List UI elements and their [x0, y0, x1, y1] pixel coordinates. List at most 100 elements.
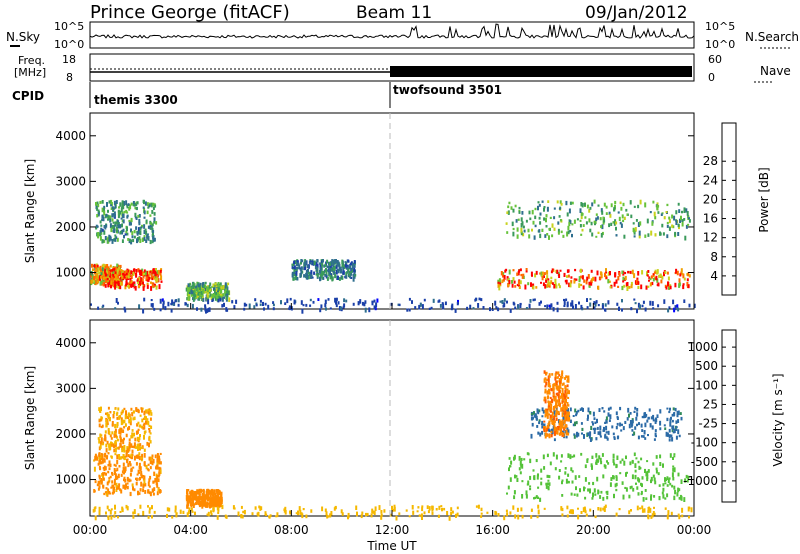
data-cell	[672, 477, 675, 481]
data-cell	[548, 304, 551, 307]
data-cell	[326, 514, 329, 519]
data-cell	[566, 231, 569, 237]
data-cell	[240, 505, 243, 509]
data-cell	[651, 513, 654, 518]
data-cell	[339, 266, 342, 271]
data-cell	[590, 463, 593, 468]
data-cell	[192, 297, 195, 302]
data-cell	[551, 234, 554, 238]
data-cell	[99, 220, 102, 224]
data-cell	[668, 219, 671, 224]
data-cell	[590, 282, 593, 286]
data-cell	[142, 199, 145, 203]
data-cell	[116, 221, 119, 227]
data-cell	[658, 496, 661, 501]
data-cell	[343, 266, 346, 270]
data-cell	[147, 515, 150, 519]
data-cell	[518, 456, 521, 461]
data-cell	[574, 475, 577, 480]
data-cell	[591, 497, 594, 500]
data-cell	[115, 200, 118, 204]
data-cell	[138, 236, 141, 240]
data-cell	[219, 297, 222, 302]
data-cell	[641, 509, 644, 513]
data-cell	[121, 206, 124, 209]
data-cell	[608, 280, 611, 283]
data-cell	[123, 306, 126, 311]
data-cell	[674, 489, 677, 495]
data-cell	[623, 460, 626, 466]
data-cell	[558, 423, 561, 426]
data-cell	[97, 235, 100, 239]
data-cell	[259, 303, 262, 306]
data-cell	[529, 485, 532, 488]
data-cell	[519, 471, 522, 475]
data-cell	[653, 506, 655, 509]
data-cell	[116, 263, 119, 268]
data-cell	[672, 225, 675, 229]
data-cell	[131, 429, 134, 432]
data-cell	[130, 280, 133, 284]
data-cell	[145, 239, 148, 243]
data-cell	[631, 429, 634, 432]
data-cell	[567, 230, 570, 235]
data-cell	[212, 492, 215, 498]
data-cell	[622, 219, 625, 223]
data-cell	[503, 515, 506, 521]
data-cell	[123, 274, 126, 278]
data-cell	[557, 393, 560, 399]
data-cell	[602, 507, 605, 511]
data-cell	[306, 265, 309, 269]
data-cell	[119, 510, 122, 513]
data-cell	[289, 511, 291, 514]
data-cell	[555, 409, 558, 414]
data-cell	[555, 417, 558, 421]
data-cell	[616, 302, 619, 306]
data-cell	[551, 282, 554, 285]
data-cell	[215, 292, 217, 295]
data-cell	[96, 214, 99, 218]
data-cell	[622, 276, 625, 281]
data-cell	[561, 412, 564, 417]
data-cell	[293, 271, 296, 275]
data-cell	[633, 410, 636, 413]
data-cell	[503, 275, 506, 280]
data-cell	[657, 211, 660, 214]
data-cell	[120, 473, 123, 477]
data-cell	[677, 419, 680, 423]
data-cell	[531, 209, 534, 215]
data-cell	[328, 266, 331, 272]
data-cell	[647, 510, 650, 514]
data-cell	[687, 475, 690, 480]
data-cell	[107, 515, 110, 521]
data-cell	[137, 230, 140, 235]
data-cell	[594, 421, 597, 424]
data-cell	[541, 271, 544, 277]
data-cell	[338, 267, 341, 271]
data-cell	[643, 508, 646, 513]
data-cell	[529, 475, 532, 480]
data-cell	[666, 221, 669, 225]
data-cell	[543, 275, 545, 278]
data-cell	[563, 426, 566, 431]
data-cell	[535, 415, 538, 421]
data-cell	[541, 276, 544, 281]
data-cell	[613, 493, 615, 499]
data-cell	[575, 421, 578, 425]
data-cell	[109, 276, 112, 280]
data-cell	[595, 217, 598, 222]
data-cell	[148, 204, 151, 207]
data-cell	[653, 277, 656, 280]
data-cell	[442, 306, 445, 310]
data-cell	[557, 221, 560, 225]
data-cell	[138, 452, 141, 456]
data-cell	[559, 200, 562, 204]
data-cell	[154, 478, 157, 483]
data-cell	[109, 442, 112, 446]
data-cell	[139, 238, 142, 243]
data-cell	[111, 484, 114, 488]
data-cell	[142, 286, 145, 291]
data-cell	[115, 412, 118, 416]
data-cell	[610, 477, 613, 481]
